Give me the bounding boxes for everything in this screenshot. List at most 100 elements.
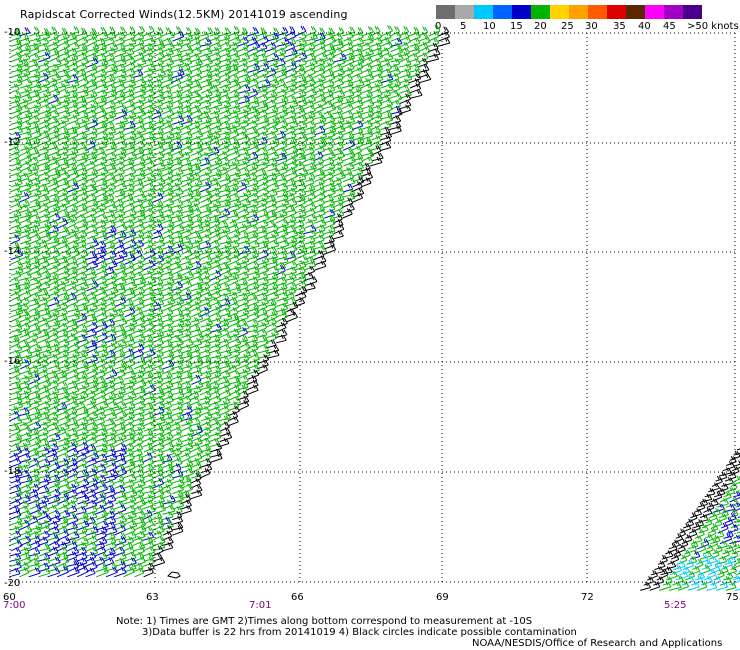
- wind-barb: [295, 245, 308, 255]
- wind-barb: [18, 484, 32, 495]
- wind-barb: [48, 433, 61, 443]
- wind-barb: [123, 183, 135, 193]
- wind-barb: [246, 105, 258, 115]
- wind-barb: [105, 286, 119, 297]
- wind-barb: [66, 525, 79, 536]
- wind-barb: [181, 244, 191, 255]
- wind-barb: [390, 45, 404, 58]
- wind-barb: [352, 176, 365, 188]
- wind-barb: [179, 352, 193, 365]
- wind-barb: [437, 37, 451, 47]
- wind-barb: [246, 208, 258, 219]
- wind-barb: [124, 290, 137, 302]
- wind-barb: [95, 156, 108, 167]
- wind-barb: [323, 156, 335, 167]
- wind-barb: [28, 93, 42, 105]
- wind-barb: [210, 452, 223, 463]
- wind-barb: [199, 255, 213, 266]
- wind-barb: [190, 431, 202, 443]
- wind-barb: [105, 126, 117, 136]
- wind-barbs: [8, 25, 740, 591]
- wind-barb: [180, 318, 192, 328]
- wind-barb: [304, 146, 315, 157]
- wind-barb: [256, 93, 269, 105]
- lon-label-72: 72: [581, 592, 594, 603]
- wind-barb: [181, 207, 194, 219]
- lat-label-20: -20: [4, 578, 21, 589]
- wind-barb: [286, 311, 299, 323]
- wind-barb: [266, 118, 279, 131]
- wind-barb: [190, 108, 203, 120]
- wind-barb: [361, 72, 375, 84]
- wind-barb: [200, 119, 212, 131]
- wind-barb: [123, 494, 137, 505]
- wind-barb: [85, 118, 99, 131]
- wind-barb: [85, 207, 98, 219]
- wind-barb: [104, 521, 116, 531]
- wind-barb: [152, 41, 166, 53]
- chart-title: Rapidscat Corrected Winds(12.5KM) 201410…: [20, 8, 348, 21]
- wind-barb: [218, 27, 231, 37]
- wind-barb: [29, 192, 41, 203]
- wind-barb: [104, 541, 117, 552]
- wind-barb: [86, 89, 98, 99]
- wind-barb: [132, 198, 144, 209]
- wind-barb: [303, 177, 315, 188]
- time-label-mid: 7:01: [249, 600, 272, 611]
- wind-barb: [332, 193, 345, 203]
- wind-barb: [171, 478, 185, 489]
- wind-barb: [736, 531, 740, 534]
- wind-barb: [275, 271, 287, 281]
- wind-barb: [115, 317, 128, 328]
- wind-barb: [266, 223, 279, 235]
- wind-barb: [352, 31, 364, 42]
- wind-barb: [10, 120, 23, 131]
- wind-barb: [123, 333, 135, 344]
- wind-barb: [189, 323, 201, 333]
- wind-barb: [323, 244, 337, 255]
- wind-barb: [219, 131, 231, 141]
- wind-barb: [75, 182, 88, 193]
- wind-barb: [720, 558, 733, 571]
- wind-barb: [132, 406, 145, 417]
- wind-barb: [361, 99, 375, 110]
- wind-barb: [161, 313, 173, 323]
- wind-barb: [19, 311, 32, 323]
- wind-barb: [341, 89, 355, 99]
- wind-barb: [257, 100, 269, 110]
- wind-barb: [48, 556, 61, 567]
- wind-barb: [736, 572, 740, 576]
- wind-barb: [285, 266, 297, 276]
- wind-barb: [408, 72, 422, 84]
- wind-barb: [95, 124, 108, 136]
- wind-barb: [161, 317, 174, 328]
- wind-barb: [219, 255, 232, 266]
- wind-barb: [114, 447, 127, 458]
- wind-barb: [200, 207, 212, 219]
- wind-barb: [123, 56, 136, 68]
- wind-barb: [361, 177, 372, 188]
- wind-barb: [104, 152, 117, 162]
- wind-barb: [29, 390, 41, 401]
- wind-barb: [190, 489, 203, 500]
- wind-barb: [266, 328, 279, 339]
- wind-barb: [161, 52, 172, 63]
- wind-barb: [123, 151, 137, 162]
- wind-barb: [248, 41, 261, 53]
- wind-barb: [75, 197, 88, 209]
- wind-barb: [209, 317, 222, 328]
- wind-barb: [37, 31, 51, 42]
- wind-barb: [697, 498, 709, 508]
- wind-barb: [134, 524, 147, 536]
- scale-label-1: 5: [460, 21, 467, 32]
- wind-barb: [29, 326, 42, 339]
- wind-barb: [133, 545, 145, 557]
- wind-barb: [172, 68, 185, 79]
- wind-barb: [142, 266, 155, 276]
- wind-barb: [723, 571, 734, 581]
- wind-barb: [132, 229, 145, 240]
- wind-barb: [238, 68, 249, 79]
- wind-barb: [161, 135, 173, 146]
- wind-barb: [123, 343, 134, 354]
- wind-barb: [28, 46, 40, 58]
